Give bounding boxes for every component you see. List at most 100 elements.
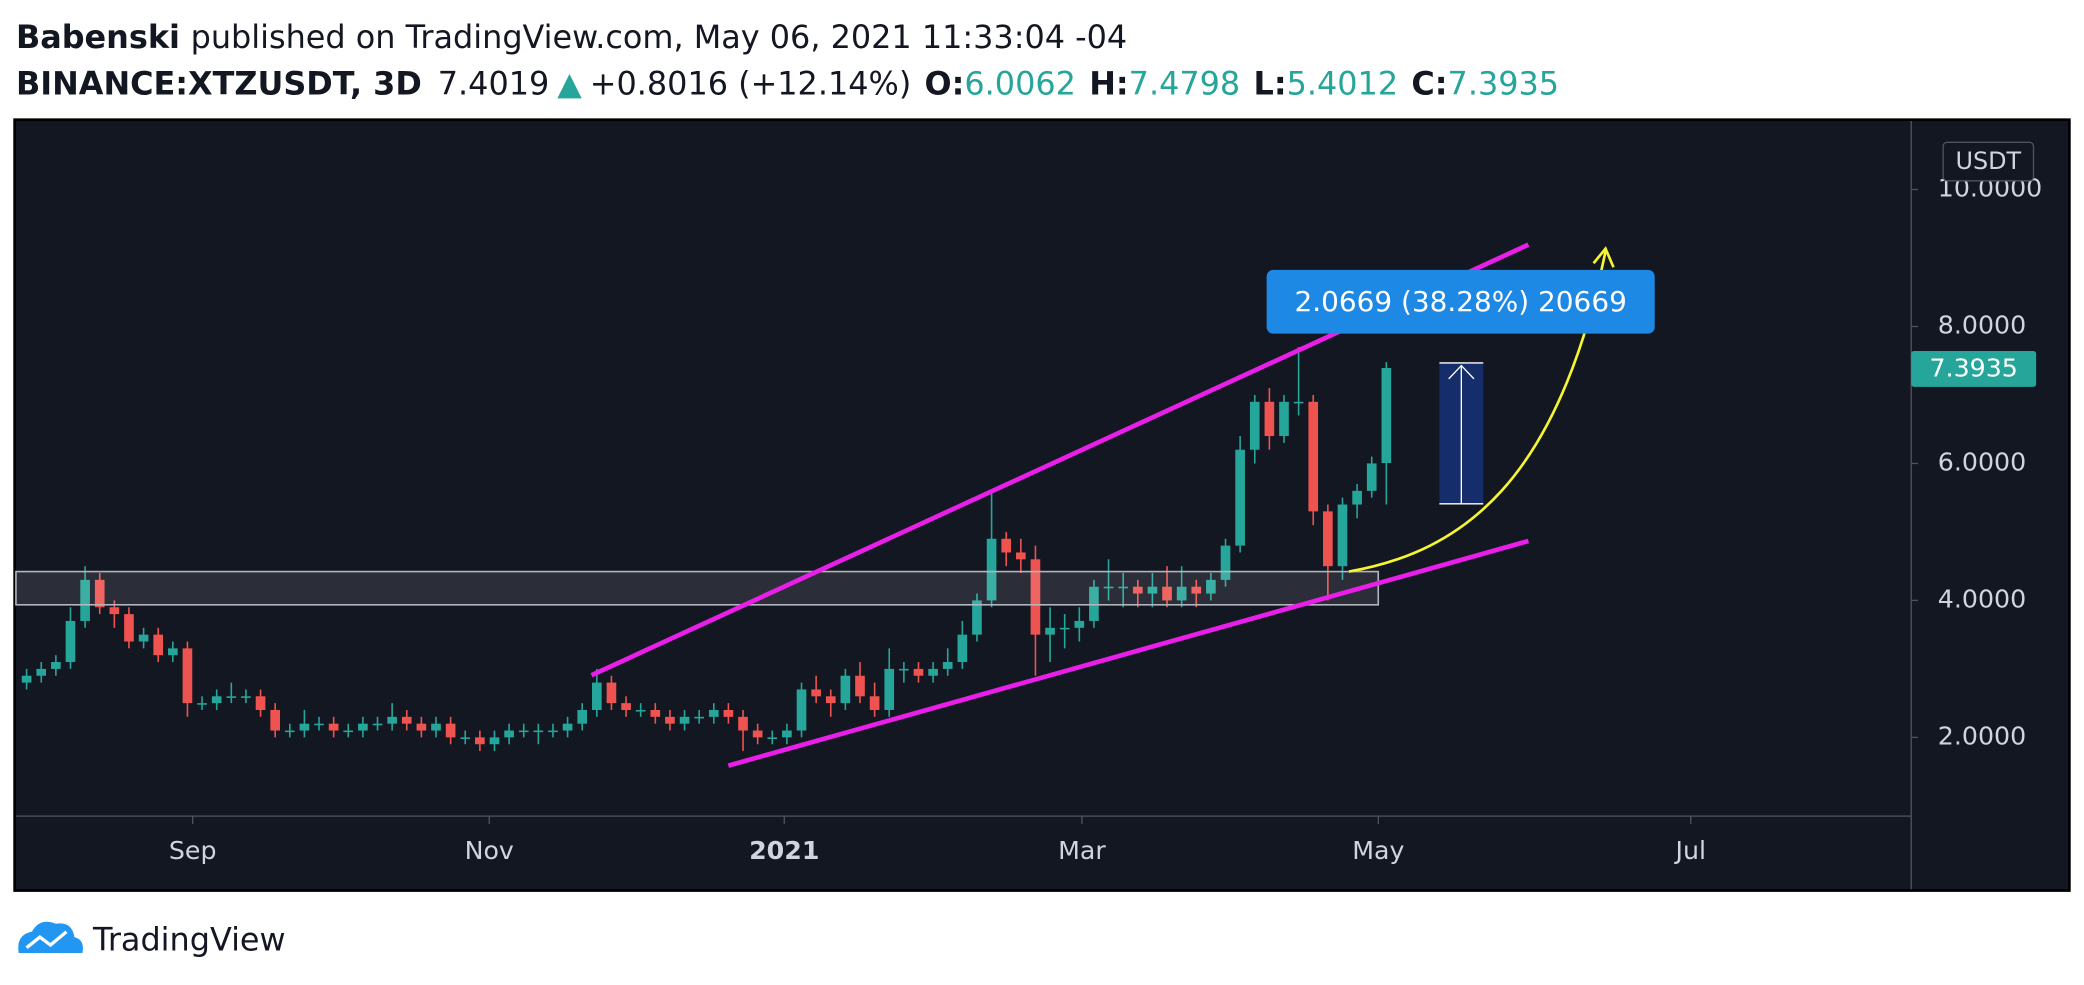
candle-body [284, 730, 295, 733]
candle-body [899, 668, 909, 671]
measure-arrowhead [1448, 364, 1475, 380]
candle-body [416, 723, 427, 731]
candle-body [738, 716, 748, 731]
lower-trendline [727, 538, 1530, 768]
candle-body [358, 723, 368, 731]
c-label: C: [1411, 64, 1447, 102]
candle-body [913, 668, 924, 676]
candle-body [21, 675, 32, 683]
measure-label-box [1266, 269, 1655, 334]
candle-body [869, 696, 880, 710]
candle-body [431, 723, 441, 731]
candle-body [460, 737, 471, 739]
y-tick-label: 6.0000 [1938, 447, 2026, 476]
candle-body [94, 579, 105, 608]
y-tick-label: 8.0000 [1938, 310, 2026, 339]
author: Babenski [16, 18, 180, 56]
candle-body [197, 703, 207, 705]
candle-body [475, 737, 485, 745]
change: +0.8016 (+12.14%) [590, 64, 912, 102]
logo-cloud [18, 921, 83, 954]
candle-body [533, 730, 544, 733]
candle-body [1323, 511, 1333, 567]
candle-body [1366, 463, 1377, 491]
candle-body [1176, 586, 1187, 601]
candle-body [665, 716, 675, 724]
candle-body [1162, 586, 1172, 601]
projection-arrowhead [1592, 246, 1615, 268]
candle-body [1352, 490, 1362, 505]
candle-body [299, 723, 310, 731]
candle-body [109, 607, 120, 615]
candle-body [1089, 586, 1099, 621]
candle-body [1147, 586, 1158, 594]
chart-frame [13, 118, 2071, 892]
candle-body [884, 668, 895, 710]
candle-body [182, 648, 193, 704]
candle-body [708, 709, 719, 717]
header-line-1: Babenski published on TradingView.com, Ma… [16, 18, 1127, 56]
candle-body [241, 696, 251, 698]
candle-body [138, 634, 149, 642]
candle-body [752, 730, 763, 738]
candle-body [694, 716, 704, 719]
candle-body [1045, 627, 1055, 635]
candle-body [1293, 401, 1304, 404]
logo [18, 921, 83, 954]
candle-body [51, 662, 61, 669]
candle-body [957, 634, 968, 663]
candle-body [986, 538, 997, 601]
header-line-2: BINANCE:XTZUSDT, 3D 7.4019 ▲ +0.8016 (+12.1… [16, 64, 1559, 102]
candle-body [796, 689, 807, 731]
candle-body [343, 730, 354, 733]
candle-body [1206, 579, 1216, 594]
candle-body [1132, 586, 1143, 594]
candle-body [723, 709, 734, 717]
candle-body [606, 682, 617, 704]
candle-body [328, 723, 339, 731]
candle-body [65, 620, 76, 663]
candle-body [1030, 559, 1041, 635]
candle-body [621, 703, 631, 710]
x-tick-label: Jul [1674, 836, 1706, 865]
y-tick-label: 4.0000 [1938, 584, 2026, 613]
candle-body [255, 696, 266, 710]
projection-curve [1348, 251, 1607, 573]
last-price: 7.4019 [438, 64, 550, 102]
candle-body [942, 662, 953, 669]
candle-body [1118, 586, 1128, 589]
brand: TradingView [92, 920, 286, 958]
support-zone [15, 570, 1380, 606]
candle-body [840, 675, 851, 704]
candle-body [387, 716, 397, 724]
candle-body [1191, 586, 1202, 594]
candle-body [1249, 401, 1260, 450]
currency-box [1942, 141, 2035, 182]
candle-body [504, 730, 514, 738]
measure-label: 2.0669 (38.28%) 20669 [1294, 285, 1626, 318]
x-tick-label: May [1352, 836, 1404, 865]
candle-body [401, 716, 412, 724]
candle-body [1308, 401, 1319, 512]
candle-body [80, 579, 90, 621]
candle-body [548, 730, 558, 733]
candle-body [855, 675, 865, 697]
candle-body [1337, 504, 1348, 567]
y-tick-label: 2.0000 [1938, 721, 2026, 750]
candle-body [679, 716, 690, 724]
candle-body [825, 696, 836, 704]
x-tick-label: Nov [465, 836, 514, 865]
l-value: 5.4012 [1287, 64, 1399, 102]
candle-body [1001, 538, 1012, 553]
candle-body [372, 723, 383, 726]
candle-body [1264, 401, 1275, 437]
candle-body [1279, 401, 1289, 437]
candle-body [650, 709, 661, 717]
x-tick-label: 2021 [749, 836, 819, 865]
candle-body [592, 682, 602, 710]
candle-body [1103, 586, 1114, 589]
last-price-label: 7.3935 [1930, 354, 2018, 383]
